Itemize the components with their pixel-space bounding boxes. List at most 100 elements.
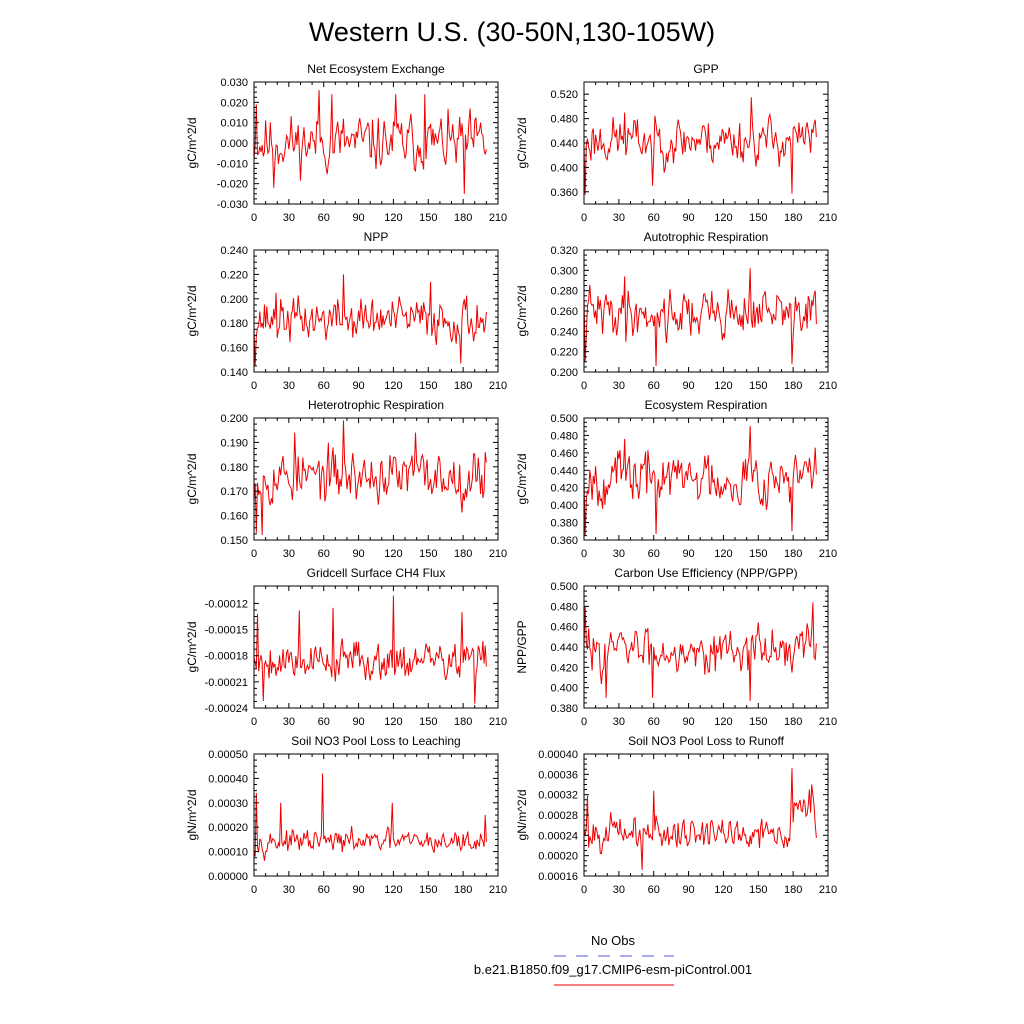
x-tick-label: 120	[384, 380, 402, 392]
x-tick-label: 30	[283, 212, 295, 224]
y-tick-label: 0.500	[550, 413, 578, 425]
y-axis-label: gC/m^2/d	[185, 286, 199, 337]
y-tick-label: 0.500	[550, 581, 578, 593]
series-line	[583, 602, 817, 701]
x-tick-label: 90	[352, 380, 364, 392]
x-tick-label: 180	[784, 212, 802, 224]
y-tick-label: 0.480	[550, 430, 578, 442]
x-tick-label: 120	[714, 716, 732, 728]
x-tick-label: 120	[384, 212, 402, 224]
plot-frame	[253, 81, 499, 205]
panel-title: Heterotrophic Respiration	[308, 398, 444, 412]
legend-label-model: b.e21.B1850.f09_g17.CMIP6-esm-piControl.…	[474, 962, 752, 977]
x-tick-label: 90	[352, 716, 364, 728]
y-axis-label: gC/m^2/d	[185, 118, 199, 169]
y-tick-label: 0.420	[550, 483, 578, 495]
x-tick-label: 210	[489, 548, 507, 560]
plot-frame	[253, 585, 499, 709]
x-tick-label: 120	[714, 548, 732, 560]
y-tick-label: 0.00000	[208, 871, 248, 883]
y-tick-label: 0.400	[550, 162, 578, 174]
x-tick-label: 210	[819, 212, 837, 224]
y-tick-label: 0.200	[220, 294, 248, 306]
y-axis-label: gC/m^2/d	[185, 454, 199, 505]
series-line	[253, 420, 487, 536]
x-tick-label: 120	[384, 548, 402, 560]
x-tick-label: 150	[419, 716, 437, 728]
y-tick-label: -0.00015	[205, 625, 248, 637]
x-tick-label: 0	[251, 548, 257, 560]
x-tick-label: 210	[819, 716, 837, 728]
x-tick-label: 90	[352, 548, 364, 560]
panel-title: Gridcell Surface CH4 Flux	[307, 566, 446, 580]
y-tick-label: 0.00032	[538, 790, 578, 802]
y-tick-label: 0.200	[550, 367, 578, 379]
x-tick-label: 90	[352, 884, 364, 896]
panel-title: Carbon Use Efficiency (NPP/GPP)	[614, 566, 797, 580]
y-tick-label: 0.180	[220, 318, 248, 330]
chart-panel-8: Soil NO3 Pool Loss to Leaching gN/m^2/d 0 3…	[185, 734, 507, 896]
x-tick-label: 150	[419, 212, 437, 224]
series-line	[253, 595, 487, 704]
x-tick-label: 120	[384, 716, 402, 728]
panel-title: Net Ecosystem Exchange	[307, 62, 445, 76]
x-tick-label: 210	[489, 380, 507, 392]
x-tick-label: 180	[784, 548, 802, 560]
x-tick-label: 210	[819, 548, 837, 560]
x-tick-label: 60	[318, 548, 330, 560]
x-tick-label: 180	[454, 212, 472, 224]
x-tick-label: 90	[352, 212, 364, 224]
x-tick-label: 60	[318, 884, 330, 896]
y-axis-label: gN/m^2/d	[515, 790, 529, 841]
y-tick-label: 0.440	[550, 642, 578, 654]
y-tick-label: -0.00018	[205, 651, 248, 663]
y-tick-label: 0.00030	[208, 798, 248, 810]
legend-label-obs: No Obs	[591, 933, 636, 948]
y-tick-label: 0.190	[220, 437, 248, 449]
x-tick-label: 60	[648, 884, 660, 896]
y-tick-label: -0.020	[217, 179, 248, 191]
y-tick-label: 0.150	[220, 535, 248, 547]
y-tick-label: -0.00024	[205, 703, 248, 715]
chart-panel-0: Net Ecosystem Exchange gC/m^2/d 0 30 60 90 120…	[185, 62, 507, 224]
x-tick-label: 210	[489, 716, 507, 728]
x-tick-label: 150	[749, 548, 767, 560]
x-tick-label: 210	[489, 212, 507, 224]
y-tick-label: 0.300	[550, 265, 578, 277]
y-tick-label: 0.00050	[208, 749, 248, 761]
chart-panel-9: Soil NO3 Pool Loss to Runoff gN/m^2/d 0 30 6…	[515, 734, 837, 896]
x-tick-label: 0	[251, 380, 257, 392]
y-axis-label: gC/m^2/d	[185, 622, 199, 673]
x-tick-label: 0	[581, 548, 587, 560]
y-tick-label: 0.380	[550, 703, 578, 715]
x-tick-label: 180	[454, 380, 472, 392]
x-tick-label: 30	[613, 380, 625, 392]
y-tick-label: 0.460	[550, 622, 578, 634]
y-tick-label: 0.440	[550, 138, 578, 150]
x-tick-label: 30	[613, 212, 625, 224]
y-tick-label: 0.480	[550, 114, 578, 126]
panel-title: Soil NO3 Pool Loss to Leaching	[291, 734, 460, 748]
chart-panels: Net Ecosystem Exchange gC/m^2/d 0 30 60 90 120…	[185, 62, 837, 896]
y-axis-label: gC/m^2/d	[515, 118, 529, 169]
series-line	[253, 90, 487, 194]
y-tick-label: 0.020	[220, 97, 248, 109]
y-tick-label: 0.00040	[538, 749, 578, 761]
x-tick-label: 60	[318, 380, 330, 392]
x-tick-label: 120	[714, 212, 732, 224]
y-tick-label: -0.00012	[205, 598, 248, 610]
x-tick-label: 120	[714, 884, 732, 896]
y-tick-label: 0.00020	[208, 822, 248, 834]
panel-title: Ecosystem Respiration	[645, 398, 768, 412]
x-tick-label: 30	[283, 548, 295, 560]
y-tick-label: 0.220	[550, 347, 578, 359]
y-tick-label: -0.00021	[205, 677, 248, 689]
chart-panel-7: Carbon Use Efficiency (NPP/GPP) NPP/GPP 0 3…	[515, 566, 837, 728]
y-tick-label: 0.520	[550, 89, 578, 101]
x-tick-label: 90	[682, 716, 694, 728]
chart-panel-4: Heterotrophic Respiration gC/m^2/d 0 30 60 90…	[185, 398, 507, 560]
y-tick-label: 0.010	[220, 118, 248, 130]
legend: No Obs b.e21.B1850.f09_g17.CMIP6-esm-piC…	[474, 933, 752, 986]
y-tick-label: 0.180	[220, 462, 248, 474]
